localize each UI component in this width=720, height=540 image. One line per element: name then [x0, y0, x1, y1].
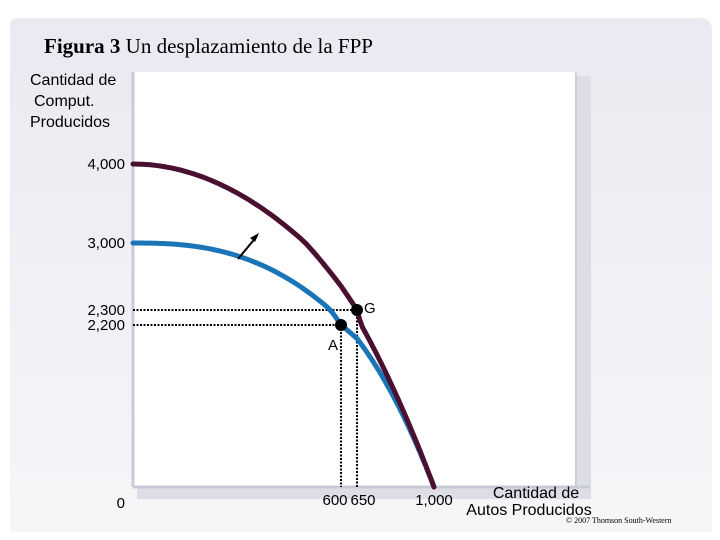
shift-arrow-head [250, 233, 259, 242]
y-tick-label: 3,000 [87, 235, 125, 252]
y-tick-label: 2,300 [87, 302, 125, 319]
x-tick-label: 650 [350, 492, 375, 509]
point-a-label: A [328, 337, 338, 354]
y-tick-label: 0 [117, 495, 125, 512]
point-g-label: G [364, 300, 376, 317]
copyright-notice: © 2007 Thomson South-Western [566, 516, 672, 525]
chart-title: Figura 3 Un desplazamiento de la FPP [44, 34, 373, 59]
y-tick-label: 4,000 [87, 156, 125, 173]
plot-area [133, 72, 575, 487]
y-tick-label: 2,200 [87, 317, 125, 334]
x-tick-label: 600 [322, 492, 347, 509]
x-tick-label: 1,000 [415, 492, 453, 509]
y-axis-title: Cantidad de Comput. Producidos [30, 70, 140, 133]
series-line-original-ppf [130, 240, 437, 490]
figure-title-text: Un desplazamiento de la FPP [125, 34, 373, 58]
x-axis-title-line-1: Cantidad de [493, 485, 579, 502]
y-axis-title-line-1: Cantidad de [30, 72, 117, 89]
series-line-shifted-ppf [130, 161, 437, 490]
point-g [351, 304, 363, 316]
point-a [335, 319, 347, 331]
y-axis-title-line-2: Comput. [34, 93, 95, 110]
x-axis-title-line-2: Autos Producidos [466, 502, 591, 519]
figure-number: Figura 3 [44, 34, 121, 58]
y-axis-title-line-3: Producidos [30, 114, 111, 131]
